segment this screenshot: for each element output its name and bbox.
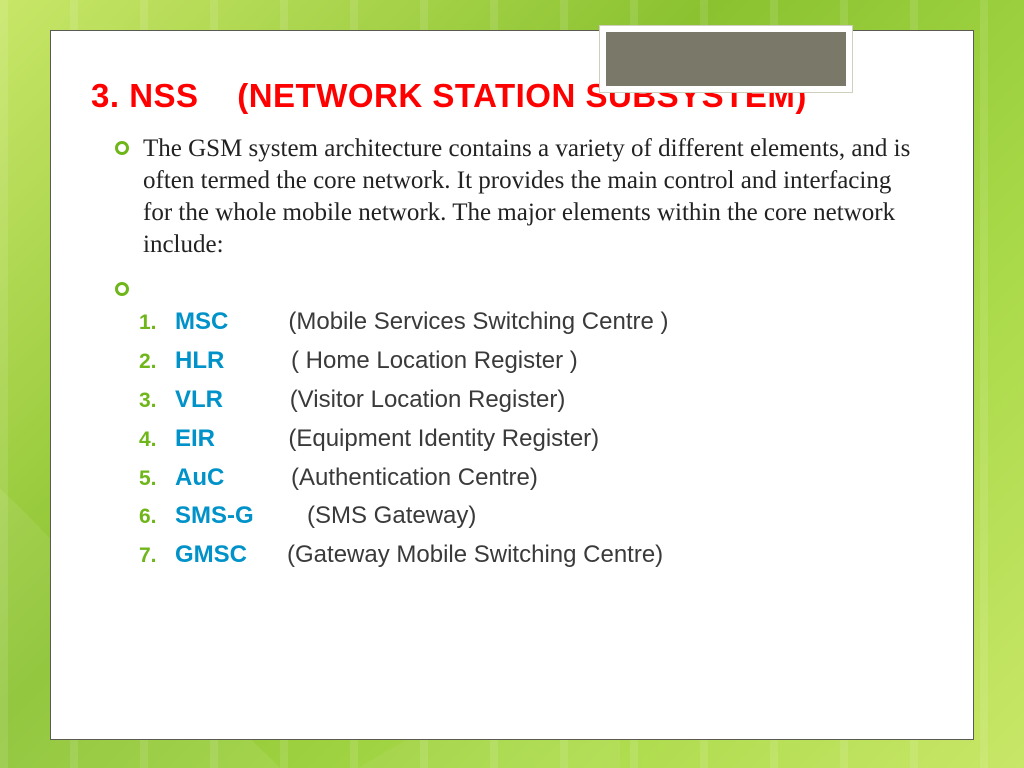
item-gap — [234, 459, 281, 498]
list-item: 4. EIR (Equipment Identity Register) — [139, 420, 933, 459]
list-item: 3. VLR (Visitor Location Register) — [139, 381, 933, 420]
item-gap — [233, 381, 280, 420]
intro-text: The GSM system architecture contains a v… — [143, 133, 923, 261]
slide-card: 3. NSS (NETWORK STATION SUBSYSTEM) The G… — [50, 30, 974, 740]
numbered-list: 1. MSC (Mobile Services Switching Centre… — [139, 303, 933, 575]
bullet-icon — [115, 282, 129, 296]
empty-bullet-row — [115, 271, 933, 299]
item-abbr: AuC — [175, 459, 224, 498]
item-desc: (Authentication Centre) — [291, 459, 538, 498]
item-desc: (Equipment Identity Register) — [288, 420, 599, 459]
item-abbr: HLR — [175, 342, 224, 381]
item-desc: (Gateway Mobile Switching Centre) — [287, 536, 663, 575]
item-desc: (Mobile Services Switching Centre ) — [288, 303, 668, 342]
item-number: 3. — [139, 384, 165, 418]
item-abbr: MSC — [175, 303, 228, 342]
item-number: 7. — [139, 539, 165, 573]
item-number: 4. — [139, 423, 165, 457]
item-abbr: GMSC — [175, 536, 247, 575]
list-item: 1. MSC (Mobile Services Switching Centre… — [139, 303, 933, 342]
item-gap — [225, 420, 278, 459]
item-number: 6. — [139, 500, 165, 534]
item-abbr: SMS-G — [175, 497, 254, 536]
item-gap — [238, 303, 278, 342]
item-number: 5. — [139, 462, 165, 496]
item-desc: ( Home Location Register ) — [291, 342, 578, 381]
list-item: 5. AuC (Authentication Centre) — [139, 459, 933, 498]
item-number: 1. — [139, 306, 165, 340]
item-gap — [264, 497, 297, 536]
item-abbr: VLR — [175, 381, 223, 420]
item-gap — [257, 536, 277, 575]
title-badge — [599, 25, 853, 93]
item-desc: (SMS Gateway) — [307, 497, 476, 536]
bullet-icon — [115, 141, 129, 155]
item-gap — [234, 342, 281, 381]
intro-row: The GSM system architecture contains a v… — [115, 133, 933, 261]
list-item: 7. GMSC (Gateway Mobile Switching Centre… — [139, 536, 933, 575]
item-number: 2. — [139, 345, 165, 379]
title-badge-fill — [606, 32, 846, 86]
item-desc: (Visitor Location Register) — [290, 381, 566, 420]
list-item: 6. SMS-G (SMS Gateway) — [139, 497, 933, 536]
list-item: 2. HLR ( Home Location Register ) — [139, 342, 933, 381]
item-abbr: EIR — [175, 420, 215, 459]
